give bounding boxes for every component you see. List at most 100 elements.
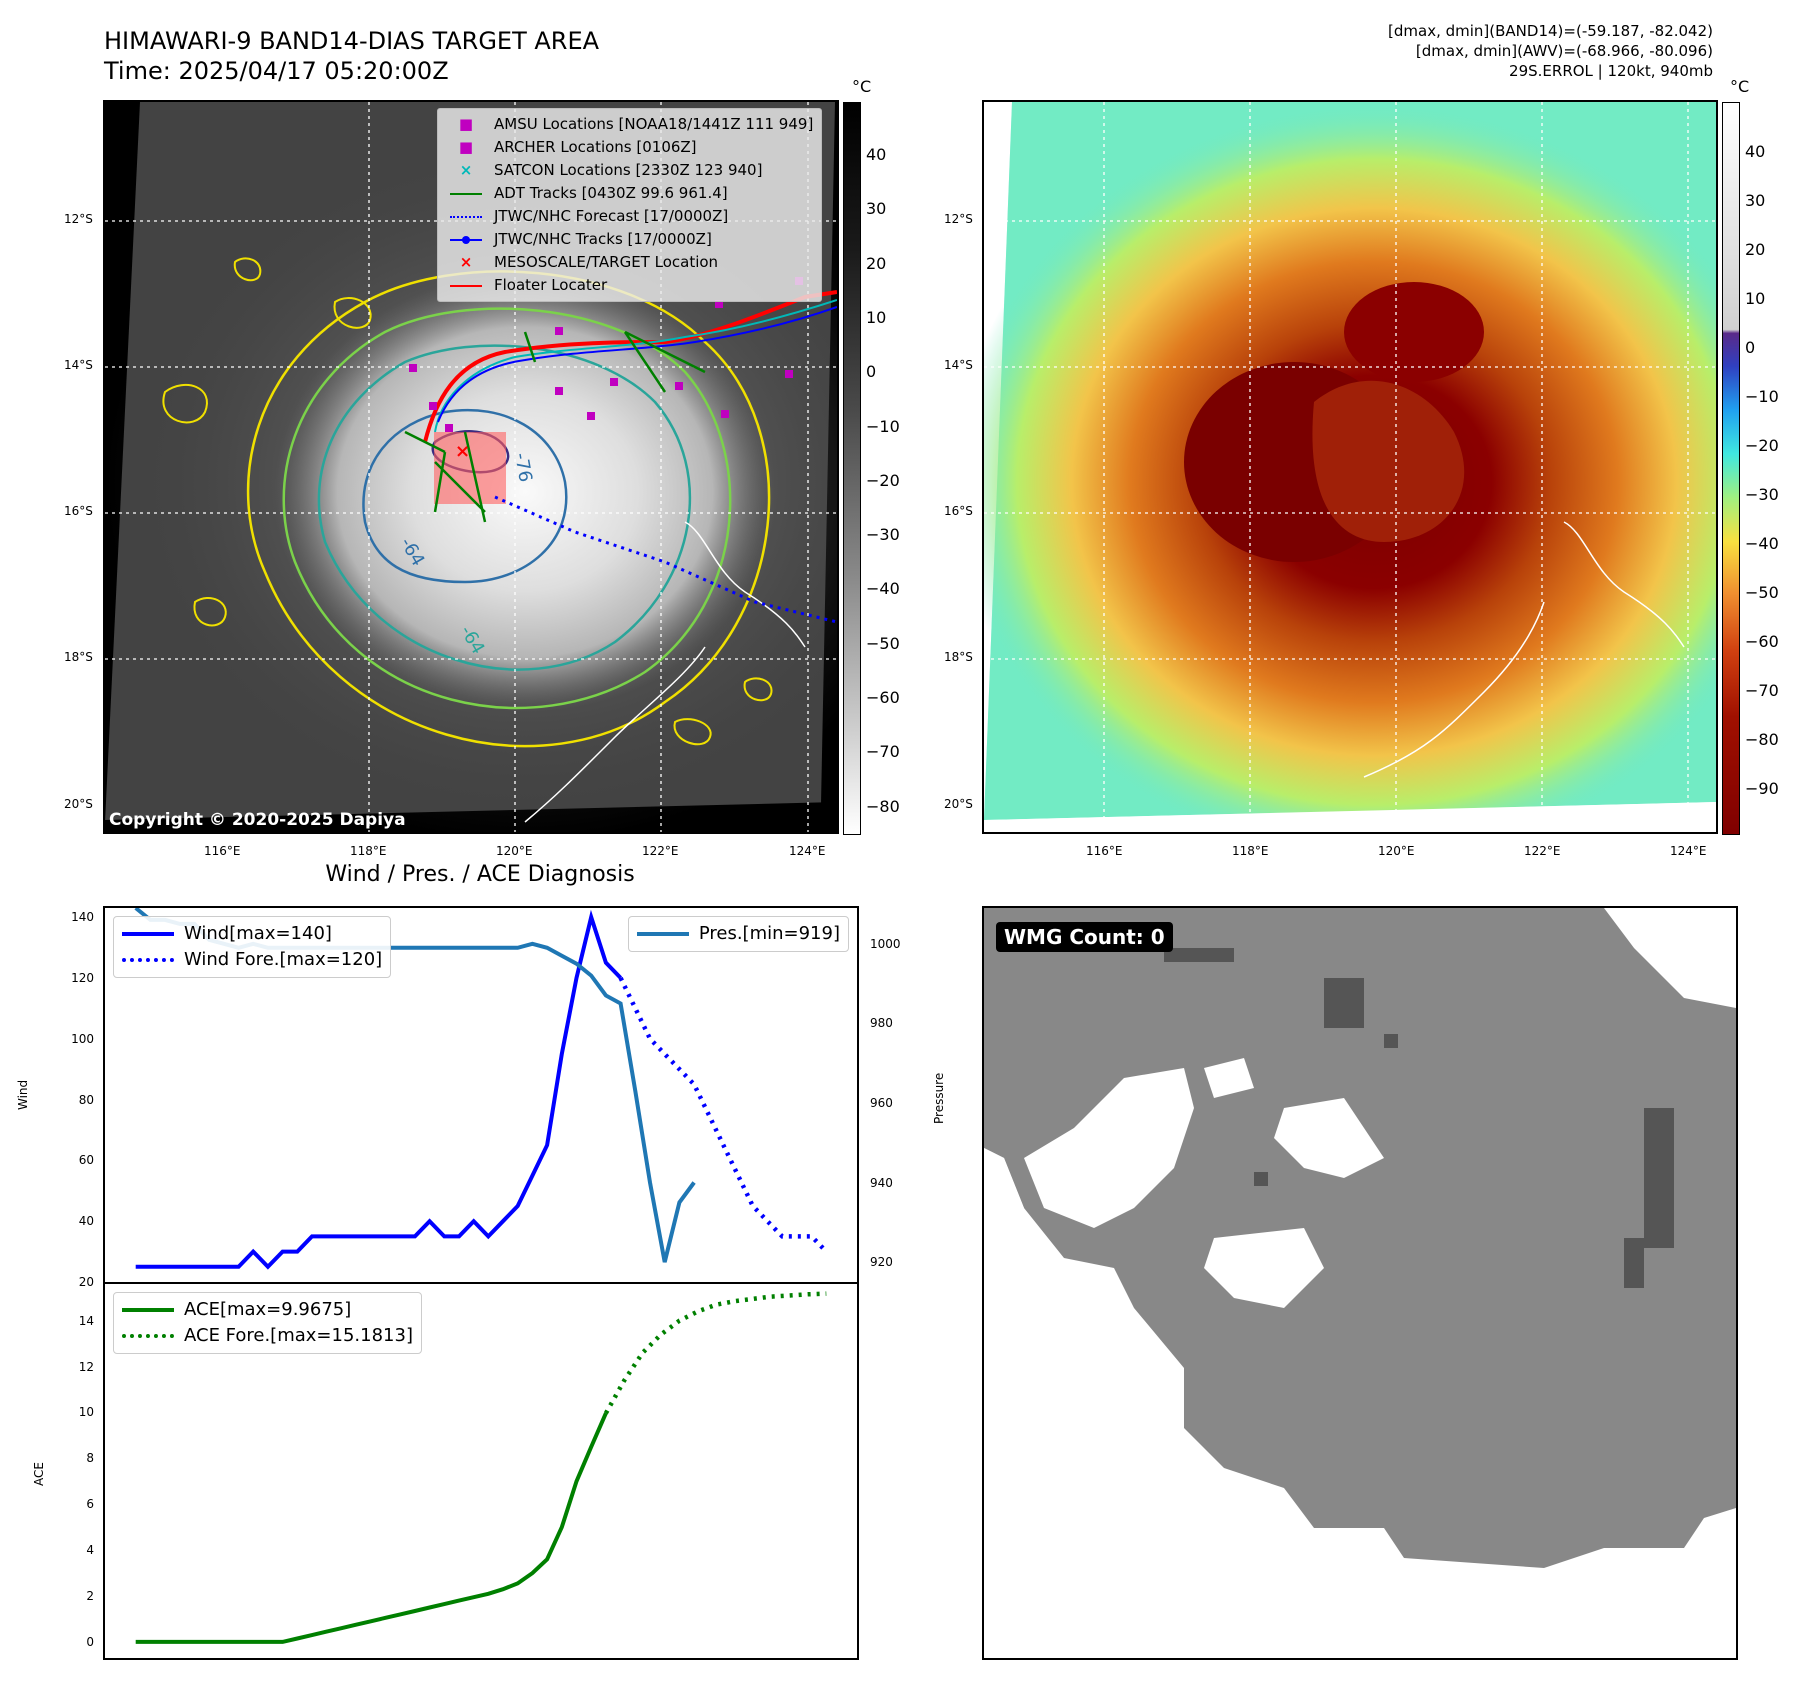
wind-tick-label: 80 xyxy=(78,1092,94,1107)
copyright-text: Copyright © 2020-2025 Dapiya xyxy=(109,810,406,830)
line-icon xyxy=(446,182,486,205)
ace-tick-label: 4 xyxy=(86,1543,94,1558)
color-colorbar xyxy=(1722,102,1740,835)
solid-line-icon xyxy=(122,932,174,936)
ace-axis-label: ACE xyxy=(32,1462,46,1486)
ace-chart: ACE[max=9.9675] ACE Fore.[max=15.1813] xyxy=(103,1282,859,1660)
dotted-line-icon xyxy=(122,958,174,962)
color-colorbar-tick: 0 xyxy=(1745,338,1756,357)
color-colorbar-tick: 10 xyxy=(1745,289,1766,308)
legend-item-satcon: × SATCON Locations [2330Z 123 940] xyxy=(446,159,813,182)
lon-label: 122°E xyxy=(642,844,679,858)
color-colorbar-unit: °C xyxy=(1730,77,1750,96)
wind-tick-label: 140 xyxy=(71,910,94,925)
ir-map-panel: × -76 -64 -64 ■ AMSU Locations [NOAA18/14… xyxy=(103,100,839,834)
lon-label: 120°E xyxy=(1378,844,1415,858)
pressure-tick-label: 960 xyxy=(870,1095,893,1110)
line-dot-icon xyxy=(446,228,486,251)
title-line1: HIMAWARI-9 BAND14-DIAS TARGET AREA xyxy=(104,27,600,55)
legend-item-floater: Floater Locater xyxy=(446,274,813,297)
gray-colorbar-unit: °C xyxy=(852,77,872,96)
ace-tick-label: 12 xyxy=(78,1359,94,1374)
ace-series-line-0 xyxy=(135,1412,608,1644)
svg-text:×: × xyxy=(455,441,470,462)
lat-label: 14°S xyxy=(944,358,973,372)
lat-label: 18°S xyxy=(944,650,973,664)
color-colorbar-tick: −20 xyxy=(1745,436,1779,455)
wind-tick-label: 20 xyxy=(78,1275,94,1289)
solid-line-icon xyxy=(122,1308,174,1312)
wmg-image xyxy=(984,908,1736,1568)
gray-colorbar-tick: −40 xyxy=(866,579,900,599)
lon-label: 124°E xyxy=(1670,844,1707,858)
wmg-count-label: WMG Count: 0 xyxy=(996,922,1173,952)
color-colorbar-tick: 30 xyxy=(1745,191,1766,210)
color-colorbar-tick: −10 xyxy=(1745,387,1779,406)
legend-item-adt: ADT Tracks [0430Z 99.6 961.4] xyxy=(446,182,813,205)
ace-tick-label: 6 xyxy=(86,1497,94,1512)
color-colorbar-tick: −90 xyxy=(1745,779,1779,798)
ace-tick-label: 8 xyxy=(86,1451,94,1466)
gray-colorbar-tick: −50 xyxy=(866,633,900,653)
square-marker-icon: ■ xyxy=(458,138,474,156)
lon-label: 124°E xyxy=(789,844,826,858)
map-legend: ■ AMSU Locations [NOAA18/1441Z 111 949] ■… xyxy=(437,108,823,302)
lon-label: 118°E xyxy=(1232,844,1269,858)
ace-tick-label: 14 xyxy=(78,1313,94,1328)
gray-colorbar-tick: −60 xyxy=(866,688,900,707)
series-line-0 xyxy=(135,909,623,1270)
color-ir-image xyxy=(984,102,1716,832)
line-icon xyxy=(446,274,486,297)
info-line2: [dmax, dmin](AWV)=(-68.966, -80.096) xyxy=(1415,42,1713,60)
wind-tick-label: 60 xyxy=(78,1153,94,1168)
ace-plot xyxy=(135,1291,827,1644)
lon-label: 116°E xyxy=(204,844,241,858)
gray-colorbar-tick: −30 xyxy=(866,525,900,545)
solid-line-icon xyxy=(636,932,689,936)
gray-colorbar-tick: 40 xyxy=(866,145,887,164)
legend-item-jtwc-tracks: JTWC/NHC Tracks [17/0000Z] xyxy=(446,228,813,251)
dotted-line-icon xyxy=(446,205,486,228)
gray-colorbar-tick: −80 xyxy=(866,796,900,816)
legend-item-jtwc-forecast: JTWC/NHC Forecast [17/0000Z] xyxy=(446,205,813,228)
legend-item-archer: ■ ARCHER Locations [0106Z] xyxy=(446,136,813,159)
gray-colorbar-tick: −10 xyxy=(866,416,900,436)
wind-tick-label: 120 xyxy=(71,970,94,985)
legend-item-wind-fore: Wind Fore.[max=120] xyxy=(122,947,382,973)
info-line3: 29S.ERROL | 120kt, 940mb xyxy=(1509,62,1713,80)
ace-tick-label: 10 xyxy=(78,1405,94,1420)
gray-colorbar-tick: 0 xyxy=(866,362,877,382)
square-marker-icon: ■ xyxy=(458,115,474,133)
pres-legend: Pres.[min=919] xyxy=(627,916,849,952)
ace-series-line-1 xyxy=(603,1291,827,1415)
pressure-tick-label: 940 xyxy=(870,1175,893,1190)
color-colorbar-tick: 20 xyxy=(1745,240,1766,259)
gray-colorbar-tick: 10 xyxy=(866,307,887,327)
lat-label: 20°S xyxy=(944,797,973,811)
lat-label: 12°S xyxy=(944,212,973,226)
color-colorbar-tick: −80 xyxy=(1745,730,1779,749)
gray-colorbar-tick: −70 xyxy=(866,742,900,762)
lat-label: 20°S xyxy=(64,797,93,811)
series-line-1 xyxy=(618,976,828,1254)
gray-colorbar xyxy=(843,102,861,835)
diagnosis-title: Wind / Pres. / ACE Diagnosis xyxy=(325,862,635,887)
wmg-panel: WMG Count: 0 xyxy=(982,906,1738,1660)
color-ir-panel xyxy=(982,100,1718,834)
color-colorbar-tick: −50 xyxy=(1745,583,1779,602)
pressure-tick-label: 1000 xyxy=(870,936,901,951)
gray-colorbar-tick: −20 xyxy=(866,470,900,490)
legend-item-amsu: ■ AMSU Locations [NOAA18/1441Z 111 949] xyxy=(446,113,813,136)
pressure-tick-label: 980 xyxy=(870,1016,893,1031)
ace-tick-label: 2 xyxy=(86,1589,94,1604)
legend-item-wind: Wind[max=140] xyxy=(122,921,382,947)
pressure-axis-label: Pressure xyxy=(932,1072,946,1124)
wind-axis-label: Wind xyxy=(16,1079,30,1110)
legend-item-pres: Pres.[min=919] xyxy=(636,921,840,947)
legend-item-ace-fore: ACE Fore.[max=15.1813] xyxy=(122,1323,413,1349)
wind-legend: Wind[max=140] Wind Fore.[max=120] xyxy=(113,916,392,978)
lon-label: 122°E xyxy=(1524,844,1561,858)
lat-label: 16°S xyxy=(944,504,973,518)
title-line2: Time: 2025/04/17 05:20:00Z xyxy=(104,57,449,85)
wind-pres-chart: Wind[max=140] Wind Fore.[max=120] Pres.[… xyxy=(103,906,859,1284)
